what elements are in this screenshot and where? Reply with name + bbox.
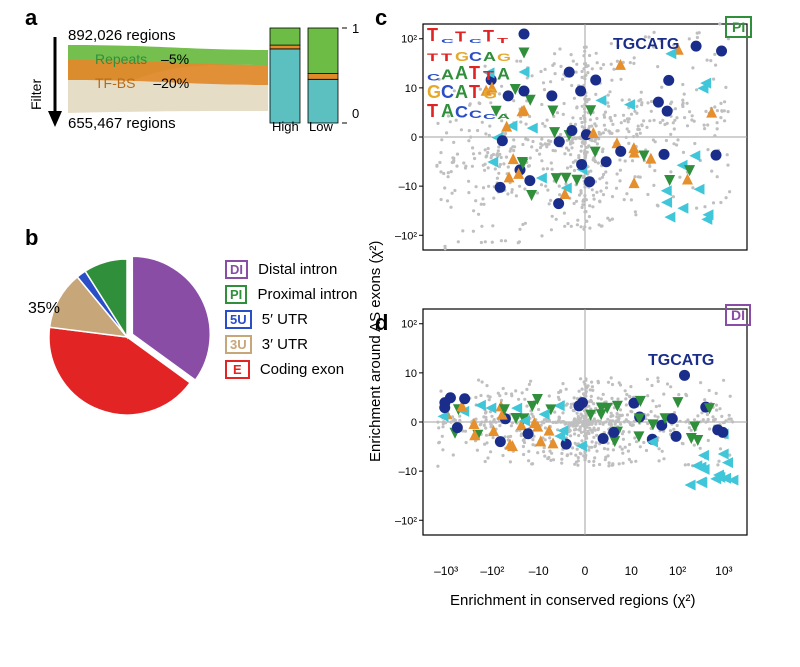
motif-letter: T xyxy=(469,83,480,101)
motif-marker xyxy=(517,84,531,98)
motif-letter: G xyxy=(497,52,511,63)
legend-row-5U: 5U 5′ UTR xyxy=(225,310,358,329)
filter-label: Filter xyxy=(28,79,44,110)
motif-letter: A xyxy=(441,102,454,120)
tfbs-text: TF-BS xyxy=(95,75,135,91)
svg-text:0: 0 xyxy=(411,417,417,429)
panel-a: Filter 892,026 regions 655,467 regions R… xyxy=(40,15,370,165)
motif-letter: C xyxy=(427,73,440,82)
motif-letter: T xyxy=(427,52,438,63)
legend-label-PI: Proximal intron xyxy=(257,286,357,303)
svg-text:10²: 10² xyxy=(401,319,417,331)
svg-text:–10²: –10² xyxy=(395,230,417,242)
legend-label-5U: 5′ UTR xyxy=(262,311,308,328)
tag-PI: PI xyxy=(725,16,752,38)
annot-c: TGCATG xyxy=(613,36,679,54)
bar-low-label: Low xyxy=(309,119,333,134)
svg-text:–10: –10 xyxy=(399,181,417,193)
regions-bottom: 655,467 regions xyxy=(68,115,176,132)
panel-label-a: a xyxy=(25,5,37,31)
tag-DI: DI xyxy=(725,304,751,326)
xtick: –10² xyxy=(478,564,506,578)
motif-letter: T xyxy=(483,69,494,82)
tfbs-pct: –20% xyxy=(153,75,189,91)
motif-letter: A xyxy=(455,64,468,82)
annot-d: TGCATG xyxy=(648,352,714,370)
motif-letter: A xyxy=(497,113,510,120)
legend-row-E: E Coding exon xyxy=(225,360,358,379)
legend-label-E: Coding exon xyxy=(260,361,344,378)
xtick: –10³ xyxy=(432,564,460,578)
legend-row-PI: PI Proximal intron xyxy=(225,285,358,304)
motif-letter: T xyxy=(427,26,438,44)
legend-code-3U: 3U xyxy=(225,335,252,354)
motif-letter: C xyxy=(441,39,454,44)
bar-ytick-0: 0 xyxy=(352,106,359,121)
xtick: 10³ xyxy=(710,564,738,578)
motif-marker xyxy=(517,46,531,60)
svg-text:0: 0 xyxy=(411,132,417,144)
svg-text:10: 10 xyxy=(405,83,417,95)
xtick: 10 xyxy=(617,564,645,578)
xtick: 10² xyxy=(664,564,692,578)
legend-row-3U: 3U 3′ UTR xyxy=(225,335,358,354)
motif-letter: A xyxy=(483,50,496,63)
legend-label-DI: Distal intron xyxy=(258,261,337,278)
svg-text:–10²: –10² xyxy=(395,515,417,527)
motif-letter: C xyxy=(469,50,482,63)
repeats-pct: –5% xyxy=(161,51,189,67)
motif-letter: C xyxy=(441,83,454,101)
legend-code-PI: PI xyxy=(225,285,247,304)
motif-letter: C xyxy=(469,109,482,120)
svg-text:10: 10 xyxy=(405,368,417,380)
repeats-text: Repeats xyxy=(95,51,147,67)
xtick: –10 xyxy=(525,564,553,578)
ylabel: Enrichment around AS exons (χ²) xyxy=(367,241,384,462)
filter-arrow-icon xyxy=(45,35,65,130)
bar-high-label: High xyxy=(272,119,299,134)
motif-letter: C xyxy=(483,113,496,120)
motif-marker xyxy=(517,65,531,79)
pie-chart xyxy=(40,250,215,425)
motif-letter: T xyxy=(497,37,508,44)
motif-letter: A xyxy=(455,83,468,101)
legend-label-3U: 3′ UTR xyxy=(262,336,308,353)
motif-letter: A xyxy=(441,68,454,82)
motif-letter: T xyxy=(427,102,438,120)
legend-row-DI: DI Distal intron xyxy=(225,260,358,279)
panel-b: 35% DI Distal intron PI Proximal intron … xyxy=(30,245,370,455)
legend-code-5U: 5U xyxy=(225,310,252,329)
bar-ytick-1: 1 xyxy=(352,21,359,36)
scatter-region: Enrichment around AS exons (χ²) –10²–100… xyxy=(395,12,755,552)
motif-letter: T xyxy=(483,28,494,44)
motif-letter: T xyxy=(441,52,452,63)
motif-letter: G xyxy=(455,50,469,63)
scatter-d: –10² –10 0 10 10² xyxy=(395,297,755,552)
motif-letter: G xyxy=(483,87,497,101)
motif-letter: G xyxy=(427,83,441,101)
regions-top: 892,026 regions xyxy=(68,27,176,44)
motif-letter: T xyxy=(469,64,480,82)
panel-label-c: c xyxy=(375,5,387,31)
motif-letter: C xyxy=(469,39,482,44)
xtick: 0 xyxy=(571,564,599,578)
legend-code-E: E xyxy=(225,360,250,379)
motif-marker xyxy=(517,103,531,117)
motif-letter: A xyxy=(497,66,510,82)
tfbs-label: TF-BS –20% xyxy=(95,75,189,91)
pie-pct-label: 35% xyxy=(28,300,60,318)
svg-text:10²: 10² xyxy=(401,34,417,46)
pie-legend: DI Distal intron PI Proximal intron 5U 5… xyxy=(225,260,358,379)
xlabel: Enrichment in conserved regions (χ²) xyxy=(450,592,695,609)
motif-letter: T xyxy=(455,30,466,44)
legend-code-DI: DI xyxy=(225,260,248,279)
svg-text:–10: –10 xyxy=(399,466,417,478)
motif-letter: C xyxy=(455,104,468,120)
motif-marker xyxy=(517,27,531,41)
repeats-label: Repeats –5% xyxy=(95,51,189,67)
scatter-c: –10² –10 0 10 10² xyxy=(395,12,755,267)
